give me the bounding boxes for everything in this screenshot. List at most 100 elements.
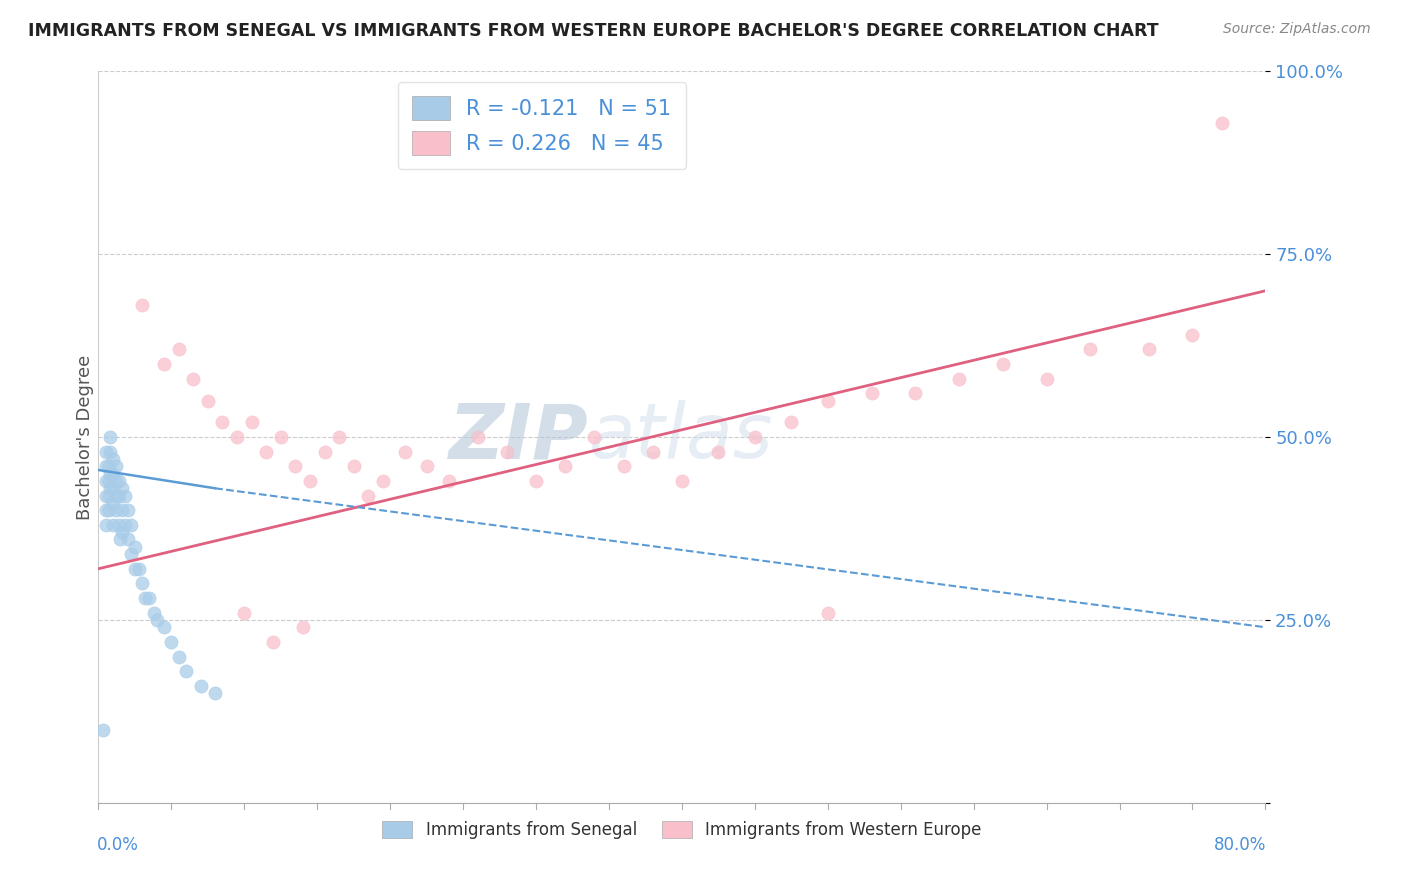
Point	[110, 533, 132, 547]
Point	[583, 430, 606, 444]
Point	[167, 343, 190, 357]
Point	[94, 444, 117, 458]
Point	[97, 474, 120, 488]
Point	[328, 430, 350, 444]
Point	[284, 459, 307, 474]
Point	[101, 496, 124, 510]
Point	[204, 686, 226, 700]
Text: Source: ZipAtlas.com: Source: ZipAtlas.com	[1223, 22, 1371, 37]
Point	[108, 474, 131, 488]
Point	[104, 459, 127, 474]
Point	[904, 386, 927, 401]
Point	[524, 474, 547, 488]
Point	[357, 489, 380, 503]
Point	[97, 503, 120, 517]
Point	[314, 444, 336, 458]
Text: ZIP: ZIP	[449, 401, 589, 474]
Point	[780, 416, 803, 430]
Point	[1137, 343, 1160, 357]
Point	[142, 606, 165, 620]
Point	[98, 444, 121, 458]
Point	[298, 474, 321, 488]
Point	[226, 430, 249, 444]
Text: atlas: atlas	[589, 401, 773, 474]
Point	[94, 503, 117, 517]
Text: 80.0%: 80.0%	[1215, 836, 1267, 854]
Point	[101, 517, 124, 532]
Point	[101, 452, 124, 467]
Point	[97, 459, 120, 474]
Point	[101, 467, 124, 481]
Point	[270, 430, 292, 444]
Point	[117, 533, 139, 547]
Point	[131, 576, 153, 591]
Point	[817, 606, 839, 620]
Point	[948, 371, 970, 385]
Legend: Immigrants from Senegal, Immigrants from Western Europe: Immigrants from Senegal, Immigrants from…	[375, 814, 988, 846]
Point	[94, 474, 117, 488]
Point	[744, 430, 766, 444]
Text: IMMIGRANTS FROM SENEGAL VS IMMIGRANTS FROM WESTERN EUROPE BACHELOR'S DEGREE CORR: IMMIGRANTS FROM SENEGAL VS IMMIGRANTS FR…	[28, 22, 1159, 40]
Point	[120, 517, 142, 532]
Point	[291, 620, 314, 634]
Point	[98, 467, 121, 481]
Point	[131, 298, 153, 312]
Point	[394, 444, 416, 458]
Point	[91, 723, 114, 737]
Point	[104, 503, 127, 517]
Point	[111, 525, 134, 540]
Point	[496, 444, 519, 458]
Point	[817, 393, 839, 408]
Y-axis label: Bachelor's Degree: Bachelor's Degree	[76, 354, 94, 520]
Point	[233, 606, 256, 620]
Point	[641, 444, 664, 458]
Point	[98, 430, 121, 444]
Point	[114, 517, 136, 532]
Point	[415, 459, 437, 474]
Point	[111, 503, 134, 517]
Point	[97, 489, 120, 503]
Point	[467, 430, 489, 444]
Point	[174, 664, 197, 678]
Point	[1080, 343, 1102, 357]
Point	[262, 635, 284, 649]
Point	[104, 474, 127, 488]
Point	[437, 474, 460, 488]
Point	[181, 371, 204, 385]
Point	[101, 481, 124, 495]
Point	[111, 481, 134, 495]
Point	[612, 459, 634, 474]
Point	[240, 416, 263, 430]
Point	[146, 613, 169, 627]
Point	[254, 444, 277, 458]
Point	[138, 591, 160, 605]
Point	[153, 357, 176, 371]
Point	[108, 517, 131, 532]
Point	[108, 489, 131, 503]
Point	[94, 459, 117, 474]
Point	[167, 649, 190, 664]
Point	[991, 357, 1014, 371]
Point	[707, 444, 730, 458]
Point	[343, 459, 366, 474]
Point	[114, 489, 136, 503]
Point	[153, 620, 176, 634]
Point	[128, 562, 150, 576]
Point	[860, 386, 883, 401]
Point	[197, 393, 219, 408]
Point	[94, 489, 117, 503]
Point	[160, 635, 183, 649]
Point	[98, 481, 121, 495]
Point	[124, 540, 146, 554]
Point	[371, 474, 394, 488]
Point	[671, 474, 693, 488]
Point	[117, 503, 139, 517]
Point	[211, 416, 233, 430]
Point	[104, 489, 127, 503]
Point	[1035, 371, 1057, 385]
Point	[120, 547, 142, 561]
Point	[1211, 115, 1233, 129]
Point	[554, 459, 576, 474]
Point	[124, 562, 146, 576]
Point	[190, 679, 212, 693]
